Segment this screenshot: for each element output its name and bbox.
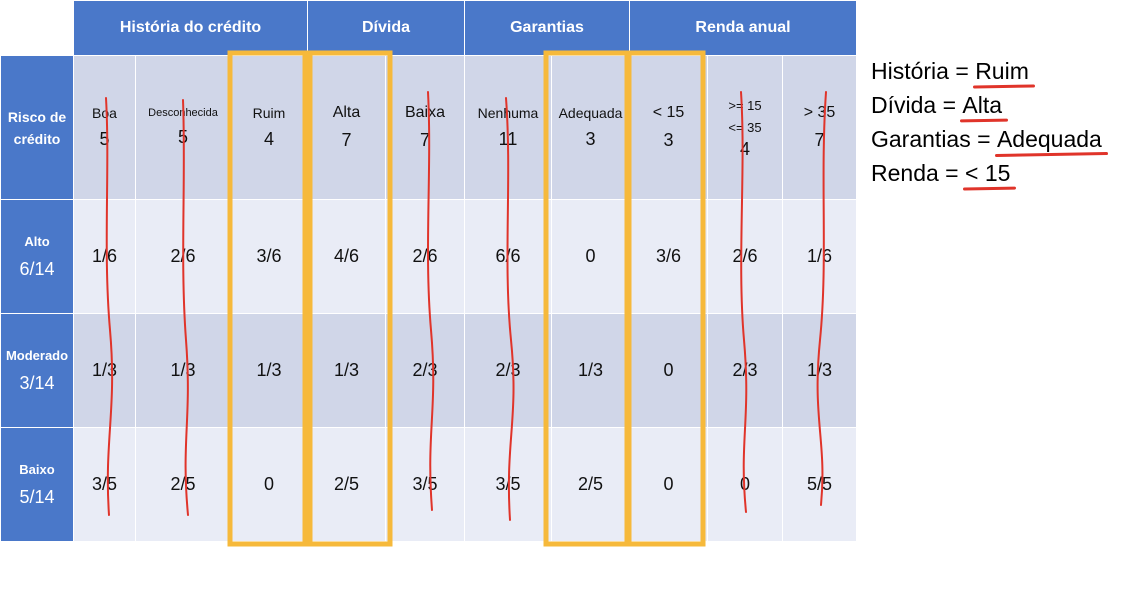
note-line: Dívida = Alta: [871, 88, 1102, 122]
attribute-row: Risco de crédito Boa 5 Desconhecida 5 Ruim…: [0, 55, 857, 200]
table-cell: 4/6: [307, 199, 386, 314]
attr-name: Baixa: [404, 104, 446, 121]
attr-count: 11: [498, 129, 518, 149]
table-cell: 2/6: [385, 199, 465, 314]
table-cell: 3/5: [73, 427, 136, 542]
table-cell: 2/5: [551, 427, 630, 542]
header-blank: [0, 0, 74, 56]
table-cell: 1/3: [782, 313, 857, 428]
attr-count: 7: [419, 130, 430, 150]
table-cell: 1/6: [782, 199, 857, 314]
attr-name: >= 15: [728, 98, 762, 113]
attr-baixa: Baixa 7: [385, 55, 465, 200]
note-value: Adequada: [997, 122, 1102, 156]
attr-count: 4: [739, 139, 750, 159]
attr-nenhuma: Nenhuma 11: [464, 55, 552, 200]
attr-name: Ruim: [252, 105, 286, 121]
attr-name: Boa: [92, 105, 117, 121]
row-label-name: Alto: [24, 233, 50, 249]
table-cell: 1/3: [230, 313, 308, 428]
table-cell: 2/5: [307, 427, 386, 542]
corner-line2: crédito: [13, 130, 61, 147]
attr-count: 4: [263, 129, 274, 149]
corner-line1: Risco de: [7, 108, 67, 125]
note-line: Renda = < 15: [871, 156, 1102, 190]
note-line: História = Ruim: [871, 54, 1102, 88]
table-cell: 0: [629, 313, 708, 428]
attr-count: 7: [814, 130, 825, 150]
table-row: Moderado 3/14 1/3 1/3 1/3 1/3 2/3 2/3 1/3…: [0, 313, 857, 428]
attr-alta: Alta 7: [307, 55, 386, 200]
row-label-fraction: 3/14: [19, 372, 55, 393]
table-row: Baixo 5/14 3/5 2/5 0 2/5 3/5 3/5 2/5 0 0 …: [0, 427, 857, 542]
selected-conditions: História = Ruim Dívida = Alta Garantias …: [871, 54, 1102, 190]
row-label-moderado: Moderado 3/14: [0, 313, 74, 428]
attr-adequada: Adequada 3: [551, 55, 630, 200]
table-cell: 3/6: [629, 199, 708, 314]
attr-name-2: <= 35: [728, 120, 762, 135]
attr-ruim: Ruim 4: [230, 55, 308, 200]
note-value: Ruim: [975, 54, 1029, 88]
group-garantias: Garantias: [464, 0, 630, 56]
attr-count: 5: [177, 127, 188, 147]
note-key: Dívida: [871, 92, 937, 118]
table-cell: 0: [707, 427, 783, 542]
attr-count: 7: [341, 130, 352, 150]
note-line: Garantias = Adequada: [871, 122, 1102, 156]
table-cell: 1/6: [73, 199, 136, 314]
table-cell: 1/3: [307, 313, 386, 428]
table-cell: 2/6: [707, 199, 783, 314]
row-label-name: Baixo: [19, 461, 55, 477]
attr-desconhecida: Desconhecida 5: [135, 55, 231, 200]
row-label-fraction: 6/14: [19, 258, 55, 279]
table-cell: 1/3: [73, 313, 136, 428]
note-key: Garantias: [871, 126, 971, 152]
table-cell: 1/3: [135, 313, 231, 428]
table-cell: 3/6: [230, 199, 308, 314]
corner-label: Risco de crédito: [0, 55, 74, 200]
row-label-name: Moderado: [5, 347, 69, 363]
attr-count: 3: [585, 129, 596, 149]
group-header-row: História do crédito Dívida Garantias Ren…: [0, 0, 857, 56]
note-key: História: [871, 58, 949, 84]
row-label-alto: Alto 6/14: [0, 199, 74, 314]
table-cell: 1/3: [551, 313, 630, 428]
attr-name: < 15: [652, 104, 685, 121]
table-cell: 2/5: [135, 427, 231, 542]
attr-name: Adequada: [558, 105, 623, 121]
attr-name: Alta: [332, 104, 361, 121]
table-cell: 2/6: [135, 199, 231, 314]
table-cell: 3/5: [464, 427, 552, 542]
row-label-baixo: Baixo 5/14: [0, 427, 74, 542]
credit-risk-table: História do crédito Dívida Garantias Ren…: [0, 0, 857, 542]
group-divida: Dívida: [307, 0, 465, 56]
attr-renda-lt15: < 15 3: [629, 55, 708, 200]
table-cell: 2/3: [464, 313, 552, 428]
table-row: Alto 6/14 1/6 2/6 3/6 4/6 2/6 6/6 0 3/6 2…: [0, 199, 857, 314]
table-cell: 0: [551, 199, 630, 314]
table-cell: 2/3: [707, 313, 783, 428]
table-cell: 5/5: [782, 427, 857, 542]
table-cell: 2/3: [385, 313, 465, 428]
row-label-fraction: 5/14: [19, 486, 55, 507]
attr-count: 5: [99, 129, 110, 149]
attr-renda-15-35: >= 15 <= 35 4: [707, 55, 783, 200]
attr-boa: Boa 5: [73, 55, 136, 200]
attr-name: > 35: [803, 104, 836, 121]
note-key: Renda: [871, 160, 939, 186]
attr-name: Desconhecida: [148, 107, 218, 119]
group-renda: Renda anual: [629, 0, 857, 56]
attr-renda-gt35: > 35 7: [782, 55, 857, 200]
group-historia: História do crédito: [73, 0, 308, 56]
table-cell: 3/5: [385, 427, 465, 542]
attr-count: 3: [663, 130, 674, 150]
note-value: Alta: [962, 88, 1002, 122]
attr-name: Nenhuma: [477, 105, 539, 121]
table-cell: 6/6: [464, 199, 552, 314]
table-cell: 0: [629, 427, 708, 542]
note-value: < 15: [965, 156, 1010, 190]
table-cell: 0: [230, 427, 308, 542]
